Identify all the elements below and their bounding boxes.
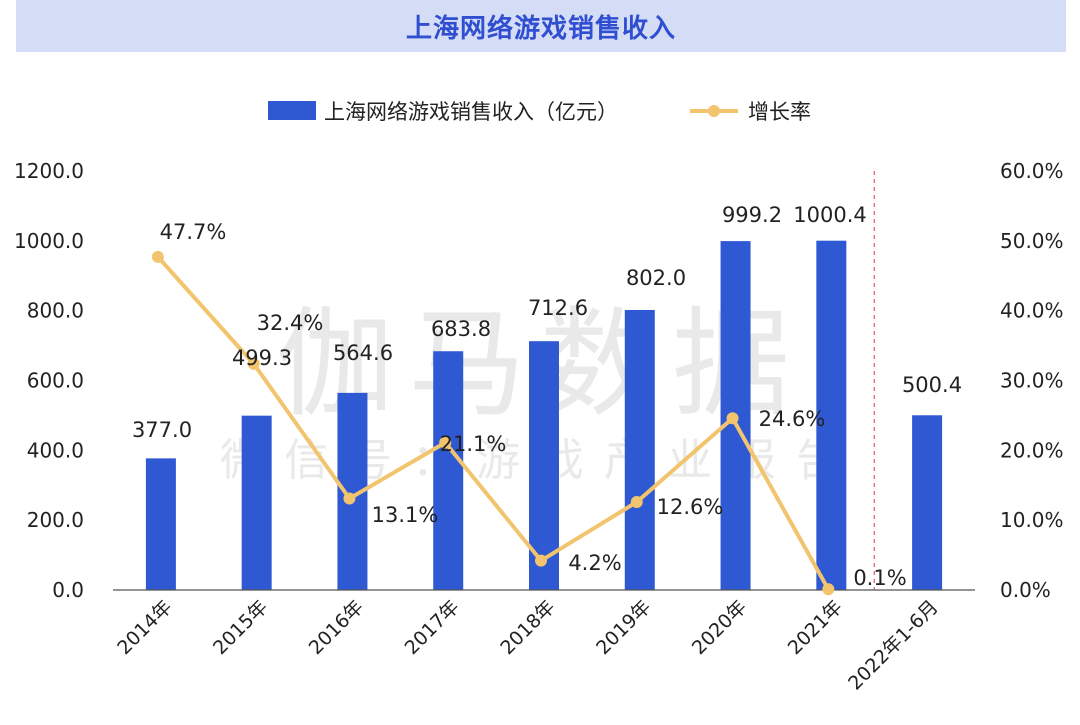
page-title: 上海网络游戏销售收入 (405, 13, 676, 44)
growth-point (343, 492, 356, 505)
x-axis-label: 2016年 (305, 596, 368, 659)
y-right-tick: 40.0% (1000, 299, 1064, 323)
legend: 上海网络游戏销售收入（亿元） 增长率 (268, 100, 811, 124)
growth-value-label: 12.6% (657, 495, 724, 519)
bar (529, 341, 559, 590)
growth-value-label: 13.1% (372, 503, 439, 527)
x-axis-label: 2021年 (784, 596, 847, 659)
legend-bar-label: 上海网络游戏销售收入（亿元） (324, 100, 618, 124)
growth-point (151, 250, 164, 263)
x-axis-label: 2019年 (592, 596, 655, 659)
bar-value-labels: 377.0 499.3 564.6 683.8 712.6 802.0 999.2 1000.… (132, 203, 962, 442)
legend-line-marker (708, 105, 720, 117)
growth-point (439, 436, 452, 449)
bar (433, 351, 464, 590)
y-left-tick: 400.0 (27, 438, 84, 462)
legend-bar-swatch (268, 101, 316, 120)
y-axis-right: 0.0% 10.0% 20.0% 30.0% 40.0% 50.0% 60.0% (1000, 159, 1064, 602)
y-left-tick: 1200.0 (14, 159, 84, 183)
bar-value-label: 683.8 (431, 317, 491, 341)
x-axis-label: 2022年1-6月 (844, 596, 943, 695)
title-bar: 上海网络游戏销售收入 (16, 0, 1066, 52)
y-right-tick: 20.0% (1000, 438, 1064, 462)
bar (241, 415, 272, 590)
y-axis-left: 0.0 200.0 400.0 600.0 800.0 1000.0 1200.0 (14, 159, 84, 602)
y-right-tick: 10.0% (1000, 508, 1064, 532)
bar-value-label: 1000.4 (793, 203, 866, 227)
growth-point (726, 412, 739, 425)
bar (816, 240, 847, 590)
bar (145, 458, 176, 590)
x-axis-label: 2018年 (496, 596, 559, 659)
growth-line-series (151, 250, 835, 596)
growth-line (156, 255, 831, 591)
y-left-tick: 800.0 (27, 299, 84, 323)
growth-point (247, 357, 260, 370)
growth-value-label: 24.6% (759, 407, 826, 431)
growth-point (822, 583, 835, 596)
bars (145, 240, 943, 590)
bar-value-label: 564.6 (333, 341, 393, 365)
bar-value-label: 712.6 (528, 296, 588, 320)
y-right-tick: 0.0% (1000, 578, 1051, 602)
legend-line-label: 增长率 (748, 100, 811, 124)
x-axis-labels: 2014年 2015年 2016年 2017年 2018年 2019年 2020年 2021年… (113, 596, 942, 695)
growth-point (535, 554, 547, 567)
growth-value-label: 47.7% (160, 220, 227, 244)
growth-value-label: 32.4% (257, 311, 324, 335)
bar-value-label: 499.3 (232, 346, 292, 370)
bar (912, 415, 943, 590)
x-axis-label: 2017年 (401, 596, 464, 659)
bar (624, 309, 655, 590)
growth-value-labels: 47.7% 32.4% 13.1% 21.1% 4.2% 12.6% 24.6% 0.1% (160, 220, 907, 590)
x-axis-label: 2014年 (113, 596, 176, 659)
growth-value-label: 0.1% (853, 566, 906, 590)
bar-value-label: 500.4 (902, 373, 962, 397)
growth-point (630, 496, 643, 509)
y-right-tick: 60.0% (1000, 159, 1064, 183)
bar-value-label: 377.0 (132, 418, 192, 442)
y-left-tick: 0.0 (52, 578, 84, 602)
x-axis-label: 2020年 (688, 596, 751, 659)
y-left-tick: 200.0 (27, 508, 84, 532)
y-left-tick: 600.0 (27, 369, 84, 393)
growth-value-label: 4.2% (568, 551, 621, 575)
y-right-tick: 30.0% (1000, 369, 1064, 393)
growth-value-label: 21.1% (440, 432, 507, 456)
y-right-tick: 50.0% (1000, 229, 1064, 253)
y-left-tick: 1000.0 (14, 229, 84, 253)
x-axis-label: 2015年 (209, 596, 272, 659)
bar-value-label: 802.0 (626, 266, 686, 290)
bar-value-label: 999.2 (722, 203, 782, 227)
